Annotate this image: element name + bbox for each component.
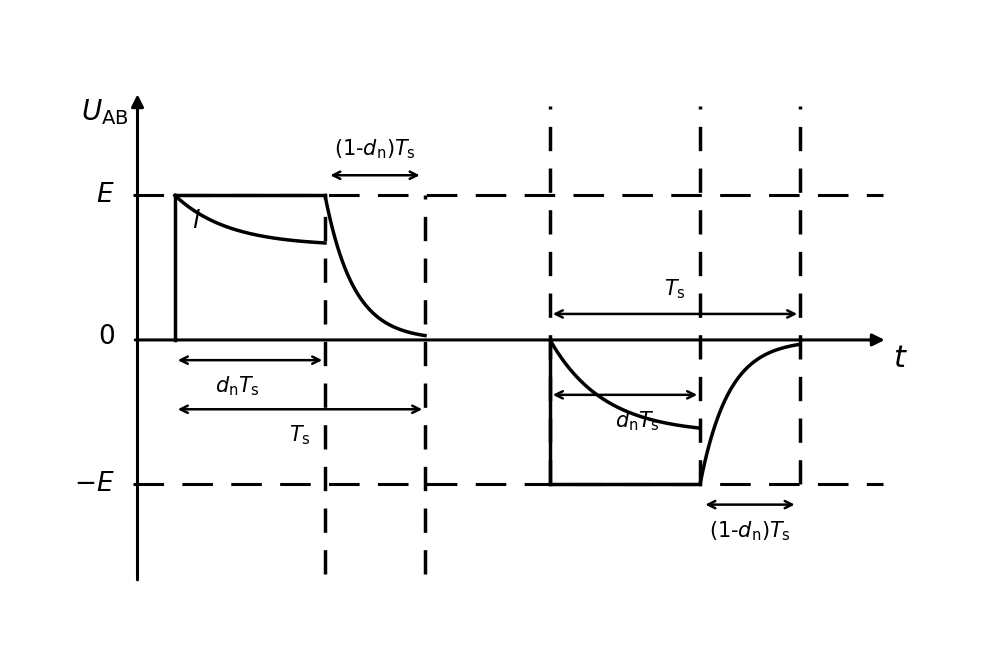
Text: $d_{\mathrm{n}}T_{\mathrm{s}}$: $d_{\mathrm{n}}T_{\mathrm{s}}$ <box>215 374 260 398</box>
Text: $t$: $t$ <box>893 344 907 373</box>
Text: $E$: $E$ <box>96 182 115 208</box>
Text: $(1\text{-}d_{\mathrm{n}})T_{\mathrm{s}}$: $(1\text{-}d_{\mathrm{n}})T_{\mathrm{s}}… <box>709 519 791 543</box>
Text: $T_{\mathrm{s}}$: $T_{\mathrm{s}}$ <box>289 424 311 448</box>
Text: $i$: $i$ <box>192 210 201 234</box>
Text: $U_{\mathrm{AB}}$: $U_{\mathrm{AB}}$ <box>81 97 129 127</box>
Text: $-E$: $-E$ <box>74 472 115 498</box>
Text: $(1\text{-}d_{\mathrm{n}})T_{\mathrm{s}}$: $(1\text{-}d_{\mathrm{n}})T_{\mathrm{s}}… <box>334 137 416 161</box>
Text: $0$: $0$ <box>98 324 115 350</box>
Text: $d_{\mathrm{n}}T_{\mathrm{s}}$: $d_{\mathrm{n}}T_{\mathrm{s}}$ <box>615 410 660 433</box>
Text: $T_{\mathrm{s}}$: $T_{\mathrm{s}}$ <box>664 277 686 301</box>
